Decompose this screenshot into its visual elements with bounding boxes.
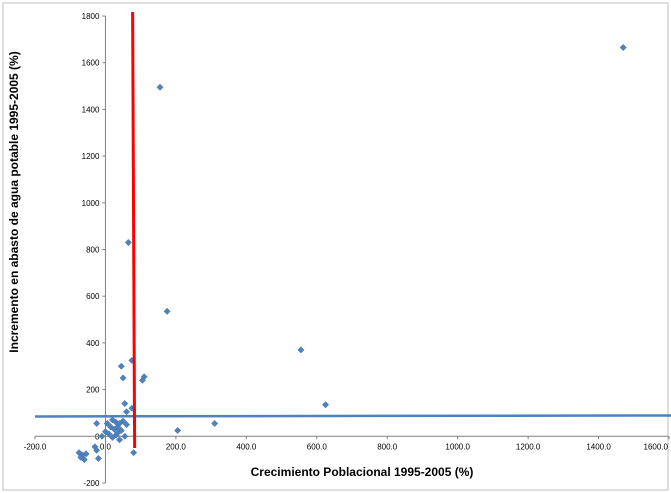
data-point bbox=[109, 416, 116, 424]
data-point bbox=[619, 44, 627, 52]
data-points bbox=[75, 44, 627, 464]
data-point bbox=[110, 425, 118, 433]
data-point bbox=[109, 433, 116, 441]
data-point bbox=[98, 432, 106, 440]
data-point bbox=[121, 400, 129, 408]
data-point bbox=[123, 421, 131, 429]
data-point bbox=[119, 417, 127, 425]
y-tick-label: 1200 bbox=[82, 152, 100, 161]
data-point bbox=[116, 436, 124, 444]
y-tick-label: -200 bbox=[83, 479, 100, 488]
x-tick-label: 1200.0 bbox=[516, 442, 541, 451]
data-point bbox=[94, 455, 102, 462]
data-point bbox=[297, 346, 305, 354]
data-point bbox=[211, 419, 219, 427]
reference-lines bbox=[34, 11, 671, 448]
y-tick-label: 600 bbox=[86, 292, 100, 301]
x-tick-label: 200.0 bbox=[166, 442, 187, 451]
data-point bbox=[114, 429, 122, 437]
data-point bbox=[93, 419, 101, 427]
x-tick-label: 400.0 bbox=[236, 442, 257, 451]
data-point bbox=[82, 450, 90, 458]
x-tick-label: -200.0 bbox=[24, 442, 47, 451]
data-point bbox=[105, 430, 113, 438]
data-point bbox=[163, 307, 171, 315]
data-point bbox=[124, 239, 132, 246]
data-point bbox=[107, 423, 115, 431]
data-point bbox=[77, 453, 85, 461]
zero-axes bbox=[35, 16, 669, 483]
x-tick-label: 1400.0 bbox=[586, 442, 611, 451]
data-point bbox=[123, 408, 131, 416]
y-tick-label: 800 bbox=[86, 246, 100, 255]
data-point bbox=[80, 456, 88, 464]
data-point bbox=[138, 376, 146, 384]
y-tick-label: 400 bbox=[86, 339, 100, 348]
horizontal-reference-line bbox=[34, 414, 671, 418]
vertical-reference-line bbox=[131, 11, 137, 448]
y-tick-label: 1600 bbox=[82, 59, 100, 68]
y-tick-label: 1400 bbox=[82, 105, 100, 114]
x-tick-label: 800.0 bbox=[377, 442, 398, 451]
data-point bbox=[121, 432, 129, 440]
data-point bbox=[130, 449, 138, 457]
y-tick-label: 1800 bbox=[82, 12, 100, 21]
y-axis-ticks: -200020040060080010001200140016001800 bbox=[82, 12, 106, 488]
y-tick-label: 1000 bbox=[82, 199, 100, 208]
data-point bbox=[117, 362, 125, 370]
data-point bbox=[103, 419, 111, 427]
data-point bbox=[117, 426, 125, 434]
x-tick-label: 600.0 bbox=[307, 442, 328, 451]
data-point bbox=[322, 401, 330, 409]
data-point bbox=[174, 426, 182, 434]
y-axis-title: Incremento en abasto de agua potable 199… bbox=[7, 51, 21, 352]
data-point bbox=[119, 374, 127, 382]
data-point bbox=[156, 83, 164, 91]
x-tick-label: 1000.0 bbox=[445, 442, 470, 451]
data-point bbox=[93, 446, 101, 454]
x-tick-label: 1600.0 bbox=[644, 442, 669, 451]
y-tick-label: 200 bbox=[86, 386, 100, 395]
x-axis-title: Crecimiento Poblacional 1995-2005 (%) bbox=[251, 465, 474, 479]
